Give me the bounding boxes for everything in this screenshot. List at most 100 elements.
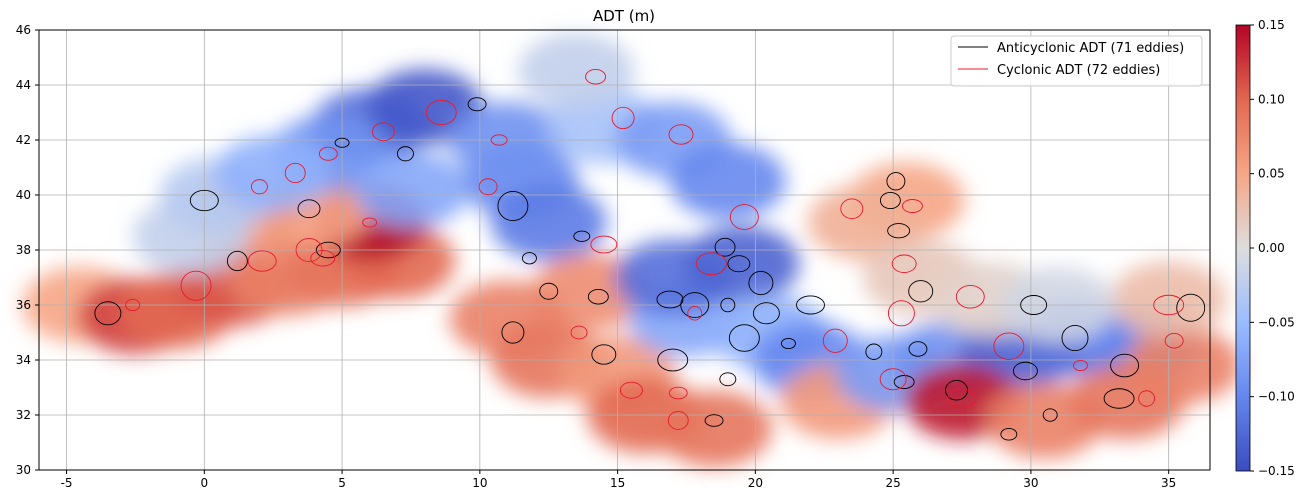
anticyclonic-eddy	[886, 172, 906, 191]
adt-blob	[490, 184, 607, 261]
cyclonic-eddy	[295, 237, 323, 263]
colorbar-tick-label: 0.15	[1258, 18, 1285, 32]
adt-blob	[683, 225, 800, 302]
anticyclonic-eddy	[189, 189, 219, 212]
anticyclonic-eddy	[1110, 353, 1140, 378]
x-tick-label: 20	[748, 476, 763, 490]
cyclonic-eddy	[590, 235, 618, 254]
adt-blob	[518, 33, 635, 110]
adt-blob	[215, 135, 332, 211]
cyclonic-eddy	[1153, 294, 1185, 316]
colorbar-ticks: −0.15 −0.10 −0.05 0.00 0.05 0.10 0.15	[1250, 18, 1295, 478]
anticyclonic-eddy	[587, 289, 609, 305]
y-tick-label: 30	[16, 463, 31, 477]
anticyclonic-eddy	[94, 301, 122, 326]
cyclonic-eddy	[478, 178, 498, 196]
cyclonic-eddy	[425, 99, 457, 126]
anticyclonic-eddy	[656, 290, 684, 309]
cyclonic-eddy	[180, 270, 212, 301]
y-tick-label: 46	[16, 23, 31, 37]
adt-blob	[669, 143, 786, 220]
anticyclonic-eddy	[796, 295, 825, 315]
anticyclonic-eddy	[719, 372, 737, 387]
cyclonic-eddy	[879, 368, 907, 391]
anticyclonic-eddy	[1000, 427, 1018, 441]
anticyclonic-eddy	[334, 137, 350, 148]
anticyclonic-eddy	[573, 230, 591, 242]
anticyclonic-eddy	[539, 282, 559, 300]
x-axis: -5 0 5 10 15 20 25 30 35	[61, 470, 1176, 490]
legend: Anticyclonic ADT (71 eddies) Cyclonic AD…	[950, 35, 1203, 87]
cyclonic-eddy	[250, 179, 268, 195]
anticyclonic-eddy	[908, 280, 934, 303]
anticyclonic-eddy	[780, 337, 796, 350]
cyclonic-eddy	[695, 252, 727, 276]
anticyclonic-eddy	[1103, 388, 1135, 409]
cyclonic-eddy	[371, 122, 395, 142]
cyclonic-eddy	[362, 217, 378, 228]
anticyclonic-eddy	[720, 297, 736, 313]
cyclonic-eddy	[822, 328, 848, 353]
cyclonic-eddy	[891, 254, 917, 273]
cyclonic-eddy	[1073, 359, 1088, 372]
x-tick-label: 15	[610, 476, 625, 490]
plot-area	[22, 29, 1241, 471]
anticyclonic-eddy	[467, 97, 487, 112]
anticyclonic-eddy	[1176, 293, 1206, 322]
anticyclonic-eddy	[908, 341, 928, 357]
x-tick-label: -5	[61, 476, 73, 490]
cyclonic-eddy	[247, 250, 277, 272]
anticyclonic-eddy	[1042, 408, 1058, 422]
anticyclonic-eddy	[752, 302, 780, 325]
legend-label-cyclonic: Cyclonic ADT (72 eddies)	[997, 63, 1160, 78]
anticyclonic-eddy	[315, 241, 341, 259]
adt-blob	[656, 390, 773, 467]
y-axis: 30 32 34 36 38 40 42 44 46	[16, 23, 39, 477]
cyclonic-eddy	[901, 199, 923, 213]
y-tick-label: 36	[16, 298, 31, 312]
x-tick-label: 10	[472, 476, 487, 490]
colorbar-tick-label: −0.15	[1258, 464, 1295, 478]
colorbar-tick-label: 0.00	[1258, 241, 1285, 255]
anticyclonic-eddy	[1012, 361, 1038, 381]
cyclonic-eddy	[993, 332, 1025, 361]
anticyclonic-eddy	[497, 190, 529, 221]
anticyclonic-eddy	[680, 292, 710, 318]
cyclonic-eddy	[887, 300, 915, 327]
adt-field	[22, 33, 1241, 467]
y-tick-label: 38	[16, 243, 31, 257]
legend-label-anticyclonic: Anticyclonic ADT (71 eddies)	[997, 41, 1184, 56]
y-tick-label: 32	[16, 408, 31, 422]
anticyclonic-eddy	[893, 375, 915, 389]
cyclonic-eddy	[729, 204, 759, 230]
anticyclonic-eddy	[714, 237, 736, 257]
y-tick-label: 34	[16, 353, 31, 367]
colorbar-tick-label: 0.10	[1258, 92, 1285, 106]
anticyclonic-eddy	[1020, 295, 1048, 315]
cyclonic-eddy	[1164, 333, 1184, 349]
cyclonic-eddy	[490, 134, 508, 146]
colorbar: −0.15 −0.10 −0.05 0.00 0.05 0.10 0.15	[1235, 18, 1295, 478]
anticyclonic-eddy	[591, 344, 617, 365]
adt-blob	[1124, 327, 1241, 404]
anticyclonic-eddy	[879, 191, 901, 210]
adt-blob	[352, 151, 469, 228]
cyclonic-eddy	[611, 106, 635, 130]
anticyclonic-eddy	[727, 255, 751, 273]
cyclonic-eddy	[585, 68, 607, 85]
colorbar-tick-label: −0.05	[1258, 315, 1295, 329]
cyclonic-eddy	[668, 124, 694, 145]
cyclonic-eddy	[955, 284, 985, 309]
colorbar-gradient	[1235, 24, 1251, 472]
y-tick-label: 42	[16, 133, 31, 147]
cyclonic-eddy	[1138, 390, 1156, 407]
anticyclonic-eddy	[748, 270, 774, 296]
x-tick-label: 25	[886, 476, 901, 490]
cyclonic-eddy	[570, 325, 588, 340]
adt-blob	[807, 184, 924, 261]
x-tick-label: 5	[338, 476, 346, 490]
anticyclonic-eddy	[704, 414, 724, 427]
anticyclonic-eddy	[1061, 324, 1089, 352]
anticyclonic-eddy	[521, 252, 537, 265]
